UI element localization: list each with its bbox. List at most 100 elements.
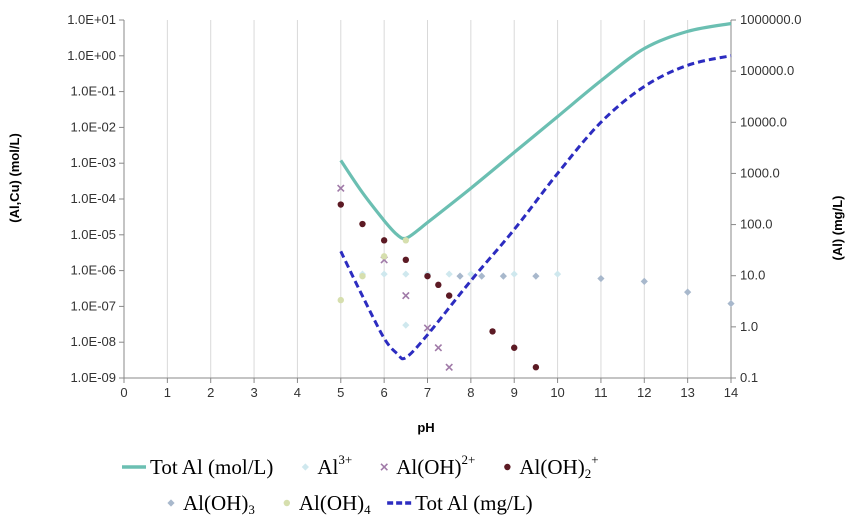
x-tick-label: 0: [120, 385, 127, 400]
data-point-aloh3: [532, 272, 540, 280]
y-left-axis-title: (Al,Cu) (mol/L): [7, 133, 22, 223]
data-point-al3: [553, 270, 562, 278]
data-point-aloh3: [499, 272, 507, 280]
data-point-aloh3: [597, 274, 605, 283]
y-left-tick-label: 1.0E-01: [70, 84, 116, 99]
legend-label-al3: Al3+: [317, 452, 352, 479]
chart-series: [337, 21, 735, 371]
y-right-tick-label: 1.0: [740, 319, 758, 334]
y-right-tick-label: 10000.0: [740, 114, 787, 129]
x-axis-title: pH: [417, 420, 434, 435]
x-tick-label: 3: [250, 385, 257, 400]
data-point-aloh4: [359, 272, 366, 280]
series-tot_mol: [339, 21, 732, 241]
y-left-tick-label: 1.0E-02: [70, 119, 116, 134]
chart-grid: [123, 20, 732, 378]
data-point-aloh3: [640, 277, 648, 285]
data-point-aloh2p: [435, 281, 442, 289]
x-tick-label: 4: [294, 385, 301, 400]
x-tick-label: 5: [337, 385, 344, 400]
y-right-tick-label: 10.0: [740, 268, 765, 283]
x-tick-label: 7: [424, 385, 431, 400]
legend-item-tot_mg: Tot Al (mg/L): [387, 491, 533, 515]
x-tick-label: 2: [207, 385, 214, 400]
legend-swatch-aloh3: [167, 499, 175, 507]
legend-label-aloh4: Al(OH)4: [299, 491, 371, 517]
legend-label-tot_mg: Tot Al (mg/L): [415, 491, 533, 515]
x-tick-label: 10: [550, 385, 564, 400]
series-aloh2: [337, 184, 453, 371]
x-tick-labels: 0 1 2 3 4 5 6 7 8 9 10 11 12 13 14: [120, 385, 738, 400]
data-point-al3: [402, 270, 410, 278]
legend-swatch-aloh2p: [504, 463, 511, 471]
y-left-tick-label: 1.0E-08: [70, 334, 116, 349]
y-right-tick-label: 100000.0: [740, 63, 794, 78]
data-point-aloh2: [434, 343, 443, 352]
data-point-aloh3: [478, 272, 486, 280]
data-point-aloh2: [402, 291, 410, 300]
data-point-aloh3: [684, 288, 692, 296]
data-point-al3: [510, 270, 518, 278]
x-tick-label: 14: [724, 385, 738, 400]
data-point-aloh2p: [402, 256, 410, 264]
data-point-al3: [445, 270, 453, 278]
y-right-tick-label: 1000000.0: [740, 12, 801, 27]
series-tot_mg: [339, 54, 732, 361]
y-left-tick-label: 1.0E-06: [70, 263, 116, 278]
y-right-tick-labels: 0.1 1.0 10.0 100.0 1000.0 10000.0 100000.0 1000…: [740, 12, 801, 385]
y-right-axis-title: (Al) (mg/L): [830, 196, 845, 261]
legend-swatch-aloh4: [283, 499, 291, 507]
legend-item-aloh3: Al(OH)3: [167, 491, 255, 517]
y-right-tick-label: 0.1: [740, 370, 758, 385]
chart-axes: [119, 19, 736, 383]
y-right-tick-label: 1000.0: [740, 165, 780, 180]
data-point-aloh2p: [489, 328, 496, 335]
chart-legend: Tot Al (mol/L) Al3+ Al(OH)2+ Al(OH)2+ Al(OH)…: [122, 452, 599, 517]
y-left-tick-label: 1.0E-03: [70, 155, 116, 170]
data-point-aloh2p: [424, 272, 431, 280]
series-aloh4: [337, 237, 410, 304]
data-point-aloh2p: [511, 344, 518, 351]
data-point-aloh2p: [445, 292, 453, 299]
data-point-aloh3: [727, 299, 735, 308]
data-point-aloh2p: [337, 201, 344, 208]
series-aloh2p: [337, 201, 540, 371]
legend-item-aloh2p: Al(OH)2+: [504, 452, 599, 481]
legend-label-tot_mol: Tot Al (mol/L): [150, 455, 273, 479]
legend-label-aloh2p: Al(OH)2+: [519, 452, 598, 481]
x-tick-label: 6: [381, 385, 388, 400]
data-point-al3: [467, 270, 475, 278]
y-left-tick-label: 1.0E-09: [70, 370, 116, 385]
data-point-aloh2p: [359, 220, 366, 228]
y-left-tick-label: 1.0E-07: [70, 298, 116, 313]
y-left-tick-label: 1.0E-04: [70, 191, 116, 206]
y-left-tick-label: 1.0E-05: [70, 227, 116, 242]
x-tick-label: 1: [164, 385, 171, 400]
x-tick-label: 9: [511, 385, 518, 400]
legend-label-aloh2: Al(OH)2+: [396, 452, 475, 479]
legend-item-aloh2: Al(OH)2+: [380, 452, 475, 479]
x-tick-label: 8: [467, 385, 474, 400]
x-tick-label: 11: [594, 385, 608, 400]
y-left-tick-labels: 1.0E-09 1.0E-08 1.0E-07 1.0E-06 1.0E-05 1.0E-…: [67, 12, 116, 385]
series-aloh3: [456, 272, 735, 308]
data-point-al3: [380, 270, 388, 278]
data-point-al3: [402, 321, 410, 329]
data-point-aloh2p: [380, 237, 388, 244]
data-point-aloh3: [456, 272, 464, 280]
data-point-aloh4: [380, 253, 388, 260]
legend-item-al3: Al3+: [301, 452, 352, 479]
series-line-tot_mol: [339, 21, 732, 241]
legend-item-tot_mol: Tot Al (mol/L): [122, 455, 273, 479]
y-right-tick-label: 100.0: [740, 217, 773, 232]
data-point-aloh2: [445, 363, 453, 371]
y-left-tick-label: 1.0E+01: [67, 12, 116, 27]
legend-swatch-al3: [301, 463, 309, 471]
y-left-tick-label: 1.0E+00: [67, 48, 116, 63]
legend-label-aloh3: Al(OH)3: [183, 491, 255, 517]
data-point-aloh4: [402, 237, 410, 244]
x-tick-label: 13: [680, 385, 694, 400]
series-line-tot_mg: [339, 54, 732, 361]
data-point-aloh2: [337, 184, 345, 192]
